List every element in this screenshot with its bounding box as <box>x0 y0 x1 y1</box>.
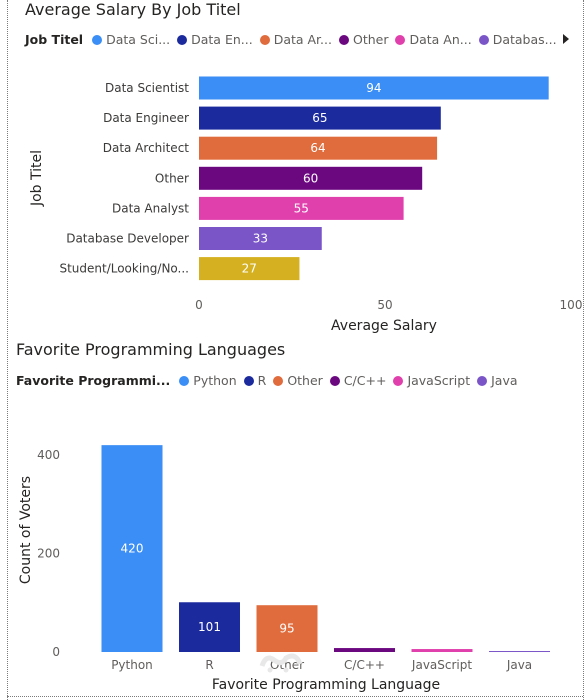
legend-item[interactable]: C/C++ <box>329 373 387 388</box>
legend-label: R <box>257 373 267 388</box>
legend-item[interactable]: Data Ar... <box>259 32 332 47</box>
salary-bar <box>199 166 423 190</box>
language-category-label: JavaScript <box>411 658 472 672</box>
legend-dot-icon <box>395 34 406 45</box>
legend-label: Other <box>287 373 323 388</box>
salary-x-tick: 0 <box>195 298 203 312</box>
legend-label: Databas... <box>492 32 557 47</box>
salary-bar-chart: Data Scientist 94 Data Engineer 65 Data Arch… <box>29 76 583 334</box>
salary-category-label: Data Analyst <box>112 201 189 215</box>
legend-dot-icon <box>179 375 190 386</box>
legend-dot-icon <box>273 375 284 386</box>
legend-label: Data Ar... <box>273 32 332 47</box>
language-category-label: Java <box>506 658 532 672</box>
salary-category-label: Data Scientist <box>105 81 189 95</box>
salary-bar <box>199 257 300 281</box>
salary-data-label: 94 <box>366 81 381 95</box>
salary-x-axis-title: Average Salary <box>331 318 437 334</box>
legend-dot-icon <box>177 34 188 45</box>
legend-item[interactable]: Java <box>477 373 518 388</box>
legend-item[interactable]: Databas... <box>478 32 557 47</box>
salary-bar <box>199 196 404 220</box>
salary-bar <box>199 76 549 100</box>
salary-category-label: Data Engineer <box>103 111 189 125</box>
legend-dot-icon <box>338 34 349 45</box>
legend-dot-icon <box>478 34 489 45</box>
legend-dot-icon <box>243 375 254 386</box>
salary-category-label: Database Developer <box>66 232 189 246</box>
salary-x-tick: 100 <box>560 298 583 312</box>
legend-label: Data Sci... <box>106 32 171 47</box>
legend-dot-icon <box>92 34 103 45</box>
legend-item[interactable]: Other <box>338 32 389 47</box>
language-bar <box>179 602 240 652</box>
language-y-tick: 0 <box>52 645 60 659</box>
salary-data-label: 64 <box>310 141 325 155</box>
salary-legend-title: Job Titel <box>25 32 84 47</box>
legend-item[interactable]: Python <box>179 373 237 388</box>
legend-dot-icon <box>329 375 340 386</box>
languages-chart-title: Favorite Programming Languages <box>16 340 286 359</box>
language-y-tick: 200 <box>37 547 60 561</box>
legend-label: Other <box>352 32 389 47</box>
legend-dot-icon <box>477 375 488 386</box>
language-bar <box>489 651 550 653</box>
language-y-tick: 400 <box>37 448 60 462</box>
language-x-axis-title: Favorite Programming Language <box>212 677 440 693</box>
salary-data-label: 65 <box>312 111 327 125</box>
legend-label: C/C++ <box>343 373 387 388</box>
salary-data-label: 60 <box>303 171 318 185</box>
legend-label: Data En... <box>191 32 253 47</box>
legend-next-arrow-icon[interactable] <box>563 34 569 44</box>
language-category-label: C/C++ <box>344 658 385 672</box>
legend-dot-icon <box>393 375 404 386</box>
language-bar <box>411 649 473 652</box>
legend-label: Java <box>491 373 518 388</box>
frame-border-right <box>583 0 584 700</box>
salary-chart-title: Average Salary By Job Titel <box>25 0 241 19</box>
legend-label: Data An... <box>409 32 472 47</box>
language-category-label: R <box>205 658 213 672</box>
language-bar <box>334 648 395 652</box>
legend-item[interactable]: Data Sci... <box>92 32 170 47</box>
legend-dot-icon <box>259 34 270 45</box>
salary-data-label: 33 <box>253 232 268 246</box>
legend-label: JavaScript <box>407 373 471 388</box>
legend-item[interactable]: Other <box>273 373 323 388</box>
salary-bar <box>199 227 322 250</box>
legend-item[interactable]: R <box>243 373 267 388</box>
salary-data-label: 55 <box>294 201 309 215</box>
salary-legend: Job Titel Data Sci... Data En... Data Ar..… <box>25 32 564 47</box>
legend-label: Python <box>193 373 237 388</box>
salary-x-tick: 50 <box>377 298 392 312</box>
legend-item[interactable]: JavaScript <box>393 373 470 388</box>
salary-category-label: Student/Looking/No... <box>59 262 189 276</box>
salary-y-axis-title: Job Titel <box>29 150 45 207</box>
salary-category-label: Data Architect <box>103 141 190 155</box>
language-data-label: 95 <box>279 622 294 636</box>
salary-data-label: 27 <box>242 262 257 276</box>
language-y-axis-title: Count of Voters <box>18 476 34 584</box>
languages-legend-title: Favorite Programmi... <box>16 373 171 388</box>
language-bar <box>101 445 163 652</box>
frame-border-bottom <box>7 696 583 697</box>
languages-legend: Favorite Programmi... Python R Other C/C++ J… <box>16 373 525 388</box>
legend-item[interactable]: Data En... <box>177 32 253 47</box>
salary-category-label: Other <box>155 171 189 185</box>
legend-item[interactable]: Data An... <box>395 32 472 47</box>
language-data-label: 420 <box>121 542 144 556</box>
frame-border-left <box>7 0 8 700</box>
language-data-label: 101 <box>198 620 221 634</box>
salary-bar <box>199 136 438 160</box>
language-bar <box>256 605 318 652</box>
salary-bar <box>199 106 441 130</box>
watermark-logo <box>259 653 303 673</box>
language-category-label: Python <box>111 658 153 672</box>
